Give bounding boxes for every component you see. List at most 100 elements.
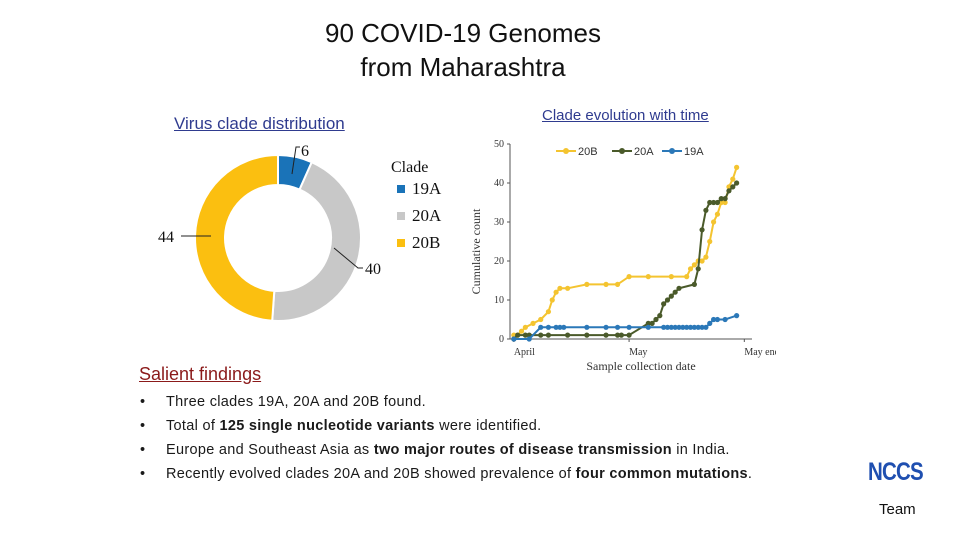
data-point-20B	[518, 328, 525, 334]
data-point-20A	[699, 227, 705, 233]
legend-swatch-20B	[397, 239, 405, 247]
legend-label-20A: 20A	[412, 206, 442, 225]
data-point-20B	[522, 324, 528, 330]
data-point-20A	[645, 320, 651, 326]
data-point-19A	[691, 324, 697, 330]
legend-marker-20A	[619, 148, 625, 154]
data-point-20B	[626, 274, 632, 280]
data-point-19A	[557, 324, 563, 330]
data-point-20A	[726, 188, 732, 194]
data-label-19A: 6	[301, 143, 309, 160]
data-point-20B	[730, 176, 736, 182]
data-point-19A	[664, 324, 671, 330]
team-label: Team	[879, 501, 916, 518]
x-tick-label: May end	[744, 347, 776, 358]
findings-list: Three clades 19A, 20A and 20B found. Tot…	[140, 390, 816, 486]
data-point-20A	[695, 266, 701, 272]
data-point-20A	[718, 196, 724, 202]
data-point-20B	[699, 258, 705, 264]
data-point-20A	[614, 332, 621, 338]
finding-text: Europe and Southeast Asia as	[166, 442, 374, 458]
data-point-19A	[684, 324, 690, 330]
donut-chart-title: Virus clade distribution	[174, 114, 345, 133]
data-point-19A	[645, 324, 651, 330]
title-line-2: from Maharashtra	[360, 52, 566, 82]
y-tick-label: 20	[494, 256, 504, 267]
data-label-20A: 40	[365, 261, 381, 278]
donut-slice-20B	[194, 153, 279, 322]
clade-donut-chart: 6 40 44 Clade 19A 20A 20B	[158, 143, 442, 322]
slide-title: 90 COVID-19 Genomes from Maharashtra	[0, 16, 926, 84]
data-point-20B	[538, 316, 544, 323]
data-point-19A	[676, 324, 682, 330]
data-point-19A	[695, 324, 701, 330]
finding-item: Recently evolved clades 20A and 20B show…	[140, 462, 816, 486]
data-point-19A	[714, 316, 721, 323]
legend-label-20B: 20B	[412, 233, 440, 252]
legend-label-20A: 20A	[634, 146, 654, 158]
data-point-20B	[687, 266, 694, 272]
data-point-20B	[603, 281, 609, 287]
nccs-logo: NCCS	[868, 458, 924, 486]
data-point-20A	[649, 320, 655, 326]
data-point-20A	[584, 332, 590, 338]
data-point-20A	[545, 332, 552, 338]
legend-title: Clade	[391, 159, 428, 176]
finding-text: Total of	[166, 418, 220, 434]
data-point-20A	[661, 301, 667, 307]
data-point-20B	[722, 199, 728, 206]
title-line-1: 90 COVID-19 Genomes	[324, 18, 601, 48]
data-point-20B	[614, 281, 621, 287]
data-point-20A	[664, 297, 671, 303]
data-point-20B	[584, 281, 590, 287]
donut-slice-20A	[271, 160, 362, 322]
y-tick-label: 30	[494, 217, 504, 228]
data-point-20A	[626, 332, 632, 338]
y-tick-label: 50	[494, 139, 504, 150]
data-point-19A	[668, 324, 674, 330]
finding-item: Total of 125 single nucleotide variants …	[140, 414, 816, 438]
data-label-20B: 44	[158, 229, 174, 246]
data-point-20A	[653, 316, 659, 323]
data-point-20B	[545, 309, 552, 315]
data-point-19A	[561, 324, 567, 330]
data-point-20A	[538, 332, 544, 338]
data-point-19A	[703, 324, 709, 330]
legend-swatch-19A	[397, 185, 405, 193]
data-point-19A	[538, 324, 544, 330]
line-chart-title: Clade evolution with time	[542, 107, 709, 124]
data-point-19A	[699, 324, 705, 330]
data-point-20B	[645, 274, 651, 280]
data-point-20A	[565, 332, 571, 338]
data-point-20B	[707, 238, 713, 245]
data-point-20A	[707, 199, 713, 206]
data-point-19A	[511, 336, 517, 342]
data-label-leader-20A	[333, 247, 363, 269]
legend-swatch-20A	[397, 212, 405, 220]
legend-marker-19A	[669, 148, 675, 154]
data-point-20A	[618, 332, 624, 338]
y-axis-label: Cumulative count	[469, 208, 483, 294]
data-point-20B	[530, 320, 536, 326]
data-point-20A	[657, 313, 663, 319]
y-tick-label: 10	[494, 295, 504, 306]
data-point-20B	[703, 254, 709, 260]
data-point-19A	[526, 336, 532, 342]
data-point-19A	[722, 316, 728, 323]
finding-text: were identified.	[434, 418, 542, 434]
finding-text: Recently evolved clades 20A and 20B show…	[166, 466, 576, 482]
data-point-19A	[553, 324, 559, 330]
data-point-20A	[676, 285, 682, 291]
finding-item: Europe and Southeast Asia as two major r…	[140, 438, 816, 462]
data-point-20A	[672, 289, 678, 295]
data-point-20B	[549, 297, 555, 303]
data-point-20A	[714, 199, 721, 206]
data-point-20A	[668, 293, 674, 299]
data-point-19A	[545, 324, 552, 330]
y-tick-label: 40	[494, 178, 504, 189]
data-point-19A	[734, 313, 740, 319]
legend-label-20B: 20B	[578, 146, 598, 158]
data-point-19A	[687, 324, 694, 330]
finding-emphasis: four common mutations	[575, 466, 748, 482]
data-point-20A	[734, 180, 740, 186]
